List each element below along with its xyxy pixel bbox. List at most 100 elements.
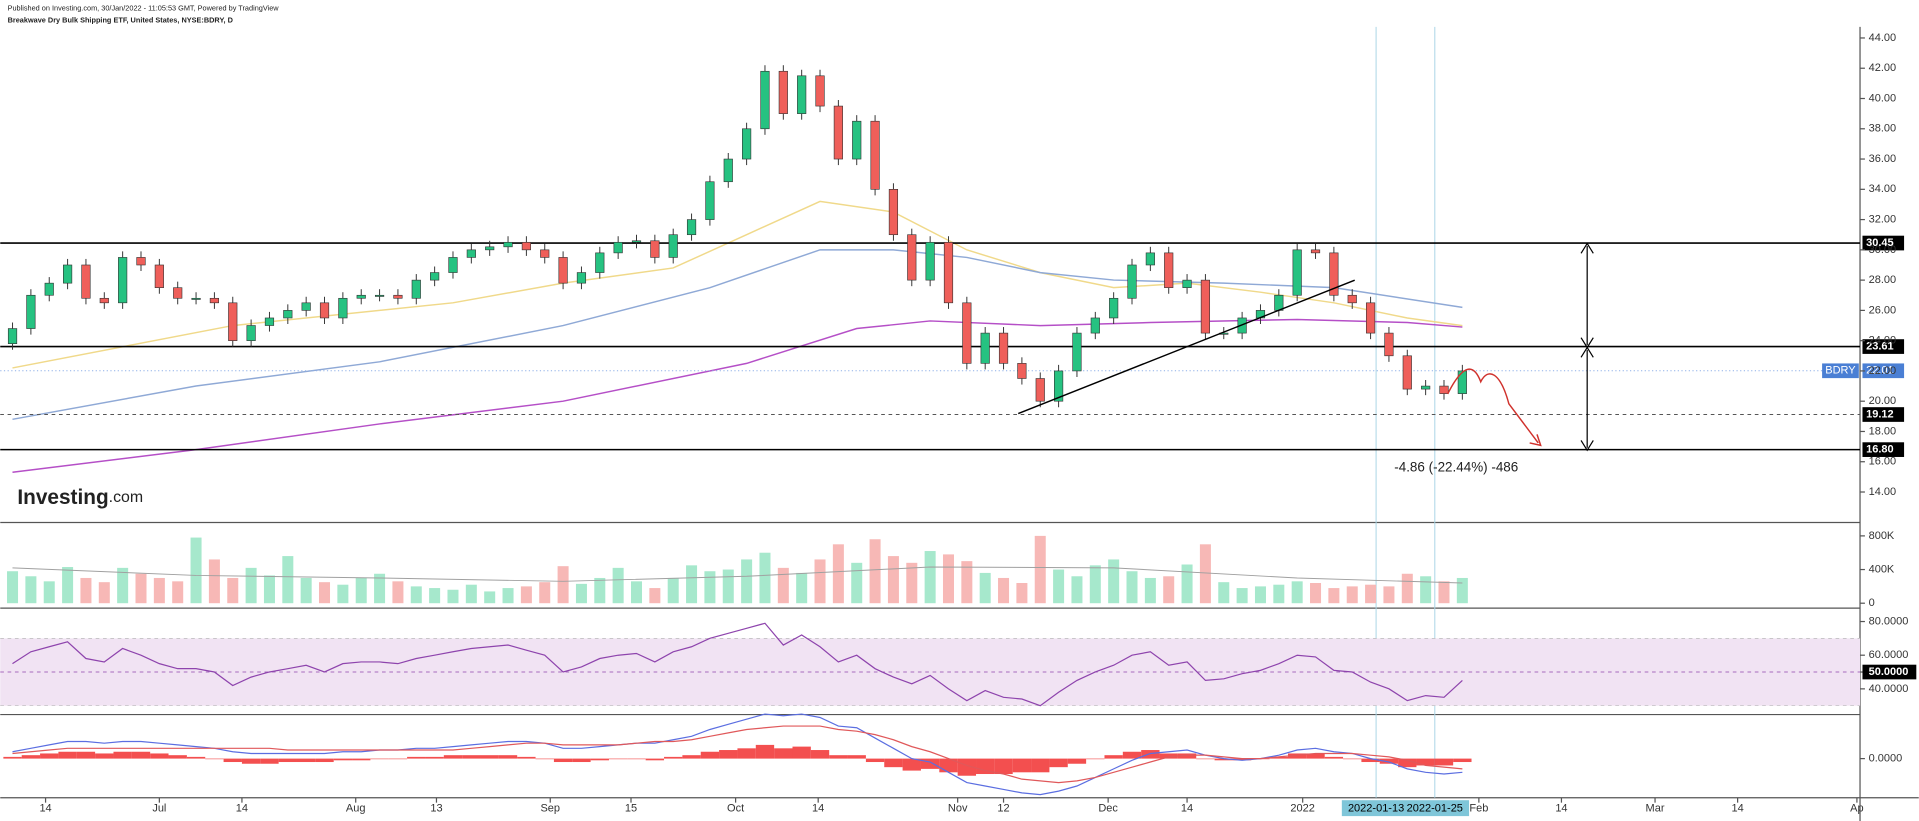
macd-histogram-bar <box>498 755 518 759</box>
y-tick-label: 40.0000 <box>1869 683 1909 695</box>
macd-histogram-bar <box>1232 758 1252 761</box>
macd-histogram-bar <box>1031 758 1050 773</box>
candle-body <box>1439 385 1449 394</box>
candle-body <box>485 246 495 251</box>
candle-body <box>228 302 238 341</box>
macd-histogram-bar <box>1214 758 1233 761</box>
level-label: 16.80 <box>1866 444 1894 456</box>
macd-histogram-bar <box>517 756 536 759</box>
candle-body <box>264 317 275 326</box>
candle-body <box>136 257 146 266</box>
macd-histogram-bar <box>1104 755 1123 759</box>
volume-bar <box>1456 577 1468 604</box>
volume-bar <box>686 565 698 604</box>
candle-body <box>356 294 366 299</box>
macd-histogram-bar <box>1343 758 1362 760</box>
macd-histogram-bar <box>3 756 22 759</box>
macd-histogram-bar <box>1067 758 1087 764</box>
candle-body <box>613 241 623 254</box>
candle-body <box>925 241 935 281</box>
volume-bar <box>1199 544 1211 604</box>
volume-bar <box>777 567 789 604</box>
last-price-name: BDRY <box>1825 365 1856 377</box>
macd-histogram-bar <box>76 751 96 759</box>
macd-histogram-bar <box>352 758 371 761</box>
macd-histogram-bar <box>260 758 279 764</box>
trend-line <box>1017 279 1355 415</box>
y-tick-label: 18.00 <box>1869 425 1897 437</box>
y-tick-label: 38.00 <box>1869 123 1897 135</box>
volume-bar <box>667 577 679 604</box>
y-tick-label: 80.0000 <box>1869 615 1909 627</box>
macd-histogram-bar <box>737 748 756 759</box>
x-tick-label: Sep <box>540 803 560 815</box>
candle-body <box>980 332 990 364</box>
volume-bar <box>704 571 716 604</box>
macd-histogram-bar <box>278 758 297 763</box>
candle-body <box>668 234 678 258</box>
volume-bar <box>1273 584 1285 604</box>
volume-bar <box>172 581 184 604</box>
volume-bar <box>282 556 294 604</box>
macd-histogram-bar <box>95 753 114 759</box>
volume-bar <box>1310 583 1322 604</box>
y-tick-label: 0 <box>1869 597 1875 609</box>
macd-histogram-bar <box>645 758 665 761</box>
macd-histogram-bar <box>572 758 591 763</box>
macd-histogram-bar <box>1122 751 1142 759</box>
candle-body <box>1347 294 1357 304</box>
macd-histogram-bar <box>1398 758 1417 768</box>
candle-body <box>631 240 642 243</box>
y-tick-label: 20.00 <box>1869 395 1897 407</box>
x-tick-label: Aug <box>346 803 366 815</box>
candle-body <box>686 219 697 236</box>
macd-histogram-bar <box>590 758 609 761</box>
candle-body <box>173 287 183 299</box>
y-tick-label: 22.00 <box>1869 365 1897 377</box>
volume-bar <box>135 573 147 604</box>
candle-body <box>99 297 109 304</box>
y-tick-box <box>1862 664 1917 680</box>
macd-histogram-bar <box>205 758 224 760</box>
macd-histogram-bar <box>1434 758 1454 766</box>
volume-bar <box>465 584 477 604</box>
candle-body <box>943 241 954 304</box>
y-tick-label: 400K <box>1869 563 1895 575</box>
volume-bar <box>796 572 808 604</box>
candle-body <box>466 249 476 258</box>
candle-body <box>209 297 219 304</box>
candle-body <box>191 297 201 300</box>
volume-bar <box>1254 586 1266 604</box>
x-tick-label: Jul <box>152 803 166 815</box>
moving-average <box>12 318 1463 474</box>
y-tick-label: 0.0000 <box>1869 753 1903 765</box>
candle-body <box>650 240 660 258</box>
candle-body <box>1200 279 1211 334</box>
candle-body <box>558 257 568 284</box>
candle-body <box>962 302 972 364</box>
volume-bar <box>337 584 349 604</box>
x-tick-label: Mar <box>1646 803 1665 815</box>
candle-body <box>448 257 458 273</box>
macd-histogram-bar <box>994 758 1013 775</box>
candle-body <box>723 158 733 183</box>
macd-histogram-bar <box>1416 758 1435 766</box>
volume-bar <box>630 581 643 604</box>
volume-bar <box>117 567 129 604</box>
candle-body <box>246 325 256 341</box>
volume-bar <box>1365 584 1377 604</box>
volume-bar <box>208 559 220 604</box>
candle-body <box>521 241 531 251</box>
candle-body <box>1072 332 1082 372</box>
volume-bar <box>1346 586 1358 604</box>
volume-bar <box>245 567 257 604</box>
candle-body <box>1127 264 1137 299</box>
macd-histogram-bar <box>315 758 334 763</box>
candle-body <box>1421 385 1431 390</box>
macd-histogram-bar <box>774 748 793 759</box>
candle-body <box>81 264 91 299</box>
candle-body <box>26 294 36 329</box>
volume-bar <box>1218 582 1230 604</box>
macd-histogram-bar <box>462 755 481 759</box>
volume-bar <box>906 562 918 604</box>
